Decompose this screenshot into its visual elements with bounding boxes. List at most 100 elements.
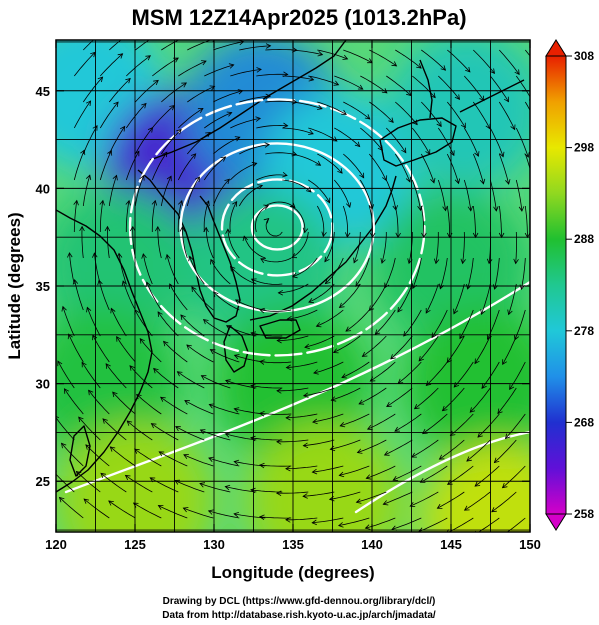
wind-arrowhead [67,333,73,340]
wind-arrowhead [431,332,437,339]
wind-streamline [446,335,465,363]
wind-streamline [473,49,495,74]
wind-arrowhead [190,153,197,159]
wind-streamline [177,200,183,233]
wind-streamline [134,127,153,155]
pressure-contour [128,98,426,357]
wind-arrowhead [324,256,330,263]
wind-arrowhead [126,420,133,426]
wind-streamline [312,413,344,423]
wind-streamline [339,465,370,476]
wind-arrowhead [176,129,182,135]
wind-streamline [259,464,292,467]
wind-streamline [498,153,510,185]
wind-arrowhead [186,344,192,350]
wind-arrowhead [139,174,145,181]
wind-streamline [472,153,484,184]
wind-arrowhead [510,124,516,131]
wind-arrowhead [255,116,262,122]
wind-arrowhead [454,94,461,100]
wind-streamline [61,443,84,467]
wind-streamline [477,517,500,532]
wind-streamline [180,314,205,337]
wind-streamline [282,75,314,81]
wind-arrowhead [78,416,84,423]
wind-arrowhead [282,122,289,129]
wind-arrowhead [150,423,157,429]
y-axis-title: Latitude (degrees) [5,212,24,359]
wind-arrowhead [308,129,314,135]
wind-streamline [178,60,207,77]
wind-streamline [362,335,387,357]
wind-arrowhead [463,505,470,511]
wind-arrowhead [338,471,345,478]
wind-arrowhead [481,383,487,389]
wind-streamline [210,349,240,363]
wind-arrowhead [275,490,282,497]
wind-arrowhead [141,253,147,259]
wind-streamline [358,387,387,405]
wind-arrowhead [332,348,339,354]
wind-streamline [304,335,335,348]
wind-streamline [524,153,530,171]
wind-streamline [412,75,436,98]
wind-streamline [59,497,84,519]
wind-arrowhead [113,101,119,108]
wind-arrowhead [176,371,183,377]
wind-arrowhead [208,456,214,462]
wind-arrowhead [200,375,207,381]
wind-streamline [524,101,530,112]
wind-arrowhead [174,479,181,485]
wind-arrowhead [353,257,359,264]
wind-arrowhead [474,358,480,365]
x-axis-title: Longitude (degrees) [211,563,374,582]
wind-streamline [499,49,520,75]
wind-streamline [125,200,130,232]
wind-arrowhead [357,84,364,90]
wind-arrowhead [184,35,189,39]
wind-arrowhead [536,125,540,130]
wind-arrowhead [181,82,188,88]
wind-arrowhead [225,325,232,331]
wind-streamline [256,124,288,129]
wind-arrowhead [388,117,394,124]
wind-arrowhead [276,337,282,344]
wind-streamline [212,178,230,207]
wind-arrowhead [121,280,127,286]
wind-arrowhead [324,278,331,285]
wind-streamline [367,413,396,430]
pressure-contour [354,430,530,514]
wind-arrowhead [382,500,389,506]
wind-streamline [342,205,348,238]
wind-streamline [99,150,112,181]
wind-arrowhead [406,90,412,97]
wind-streamline [502,465,526,488]
wind-streamline [160,176,172,207]
wind-streamline [64,388,84,415]
wind-arrowhead [263,218,270,224]
wind-arrowhead [380,258,386,264]
wind-arrowhead [366,424,373,430]
wind-arrowhead [345,326,352,332]
wind-streamline [230,162,257,181]
wind-arrowhead [120,125,126,132]
wind-streamline [189,256,205,285]
wind-arrowhead [386,401,392,407]
wind-arrowhead [502,359,508,366]
wind-arrowhead [285,465,291,472]
wind-arrowhead [63,388,69,394]
wind-arrowhead [374,329,381,335]
wind-arrowhead [108,500,114,506]
wind-streamline [68,333,84,363]
wind-streamline [110,446,136,467]
wind-streamline [125,475,153,493]
wind-streamline [256,73,288,77]
wind-arrowhead [125,77,131,84]
wind-streamline [204,112,232,129]
wind-arrowhead [317,104,323,110]
wind-streamline [343,49,373,64]
wind-arrowhead [162,151,168,158]
wind-streamline [291,49,323,56]
wind-streamline [56,417,75,441]
